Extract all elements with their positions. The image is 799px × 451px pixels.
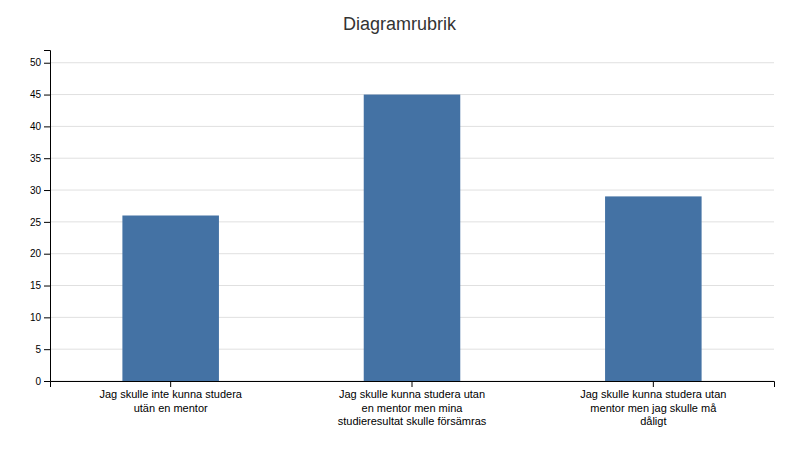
y-tick: 45 <box>30 89 50 100</box>
y-tick-mark <box>44 222 50 223</box>
y-tick: 5 <box>35 344 50 355</box>
y-tick: 10 <box>30 312 50 323</box>
y-tick: 35 <box>30 153 50 164</box>
y-tick-mark <box>44 95 50 96</box>
x-tick-label: Jag skulle inte kunna studera utän en men… <box>99 388 242 414</box>
y-tick: 30 <box>30 185 50 196</box>
y-tick-label: 40 <box>30 121 42 132</box>
title: Diagramrubrik <box>343 14 457 34</box>
x-tick: Jag skulle kunna studera utan en mentor m… <box>338 381 487 427</box>
x-tick-label-line: Jag skulle inte kunna studera <box>99 388 242 400</box>
chart: 0 5 10 15 20 25 30 35 40 45 50 Jag skulle inte kunn… <box>0 0 799 451</box>
x-tick-label: Jag skulle kunna studera utan en mentor m… <box>338 388 487 428</box>
y-tick-label: 35 <box>30 153 42 164</box>
y-tick-mark <box>44 158 50 159</box>
y-tick: 50 <box>30 57 50 68</box>
x-tick-mark <box>653 381 654 387</box>
y-axis-line <box>44 51 51 382</box>
y-tick-mark <box>44 254 50 255</box>
x-axis-line <box>51 382 775 388</box>
y-tick-mark <box>44 381 50 382</box>
y-tick: 15 <box>30 280 50 291</box>
grid-line <box>50 62 774 63</box>
y-tick-label: 50 <box>30 57 42 68</box>
x-tick-label-line: utän en mentor <box>134 402 208 414</box>
x-tick-label: Jag skulle kunna studera utan mentor men … <box>580 388 726 428</box>
y-tick-mark <box>44 286 50 287</box>
y-axis: 0 5 10 15 20 25 30 35 40 45 50 <box>30 51 51 387</box>
y-tick-label: 5 <box>35 344 41 355</box>
y-tick-label: 15 <box>30 280 42 291</box>
y-tick-mark <box>44 349 50 350</box>
y-tick-label: 30 <box>30 185 42 196</box>
y-tick-mark <box>44 190 50 191</box>
y-tick-mark <box>44 126 50 127</box>
chart-container: 0 5 10 15 20 25 30 35 40 45 50 Jag skulle inte kunn… <box>0 0 799 451</box>
y-tick-mark <box>44 63 50 64</box>
bars <box>122 95 701 381</box>
y-tick: 20 <box>30 248 50 259</box>
grid <box>50 63 774 381</box>
y-tick-label: 25 <box>30 217 42 228</box>
y-tick-label: 45 <box>30 89 42 100</box>
x-tick: Jag skulle kunna studera utan mentor men … <box>580 381 726 427</box>
x-tick-label-line: Jag skulle kunna studera utan <box>580 388 726 400</box>
bar <box>605 196 702 381</box>
y-tick-label: 20 <box>30 248 42 259</box>
y-tick-mark <box>44 317 50 318</box>
y-tick-label: 0 <box>35 376 41 387</box>
x-tick-mark <box>412 381 413 387</box>
bar <box>364 95 461 381</box>
plot-area: 0 5 10 15 20 25 30 35 40 45 50 Jag skulle inte kunn… <box>30 51 775 428</box>
bar <box>122 216 219 382</box>
x-tick-label-line: Jag skulle kunna studera utan <box>339 388 485 400</box>
x-axis: Jag skulle inte kunna studera utän en men… <box>51 381 775 427</box>
x-tick-label-line: dåligt <box>640 415 666 427</box>
x-tick-mark <box>170 381 171 387</box>
y-tick: 0 <box>35 376 50 387</box>
x-tick: Jag skulle inte kunna studera utän en men… <box>99 381 242 414</box>
y-tick: 25 <box>30 217 50 228</box>
y-tick-label: 10 <box>30 312 42 323</box>
x-tick-label-line: en mentor men mina <box>362 402 464 414</box>
y-tick: 40 <box>30 121 50 132</box>
x-tick-label-line: studieresultat skulle försämras <box>338 415 487 427</box>
x-tick-label-line: mentor men jag skulle må <box>590 402 717 414</box>
